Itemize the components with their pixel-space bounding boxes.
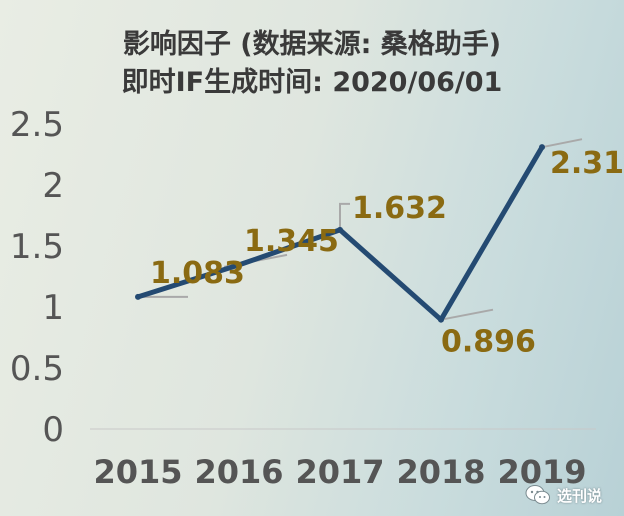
data-point	[135, 293, 141, 300]
label-leader-line	[541, 138, 583, 149]
label-leader-line	[440, 308, 494, 321]
chart-title: 影响因子 (数据来源: 桑格助手)	[122, 29, 502, 60]
x-tick-label: 2015	[93, 453, 182, 491]
label-leader-line	[339, 202, 350, 228]
x-tick-label: 2016	[194, 453, 283, 491]
y-axis-ticks: 0 0.5 1 1.5 2 2.5	[10, 105, 64, 450]
data-point	[438, 316, 444, 323]
watermark-text: 选刊说	[556, 486, 602, 505]
y-tick-label: 1.5	[10, 227, 64, 267]
y-tick-label: 0.5	[10, 349, 64, 389]
x-tick-label: 2018	[396, 453, 485, 491]
y-tick-label: 2.5	[10, 105, 64, 145]
series-line	[135, 144, 545, 323]
data-point	[236, 261, 242, 268]
data-label: 1.345	[244, 224, 339, 259]
x-axis-ticks: 2015 2016 2017 2018 2019	[93, 453, 586, 491]
wechat-icon	[525, 485, 550, 505]
data-label: 1.083	[150, 256, 245, 291]
x-tick-label: 2017	[295, 453, 384, 491]
x-tick-label: 2019	[497, 453, 586, 491]
y-tick-label: 1	[42, 288, 64, 328]
y-tick-label: 2	[42, 166, 64, 206]
label-leader-lines	[138, 138, 583, 321]
data-point	[539, 144, 545, 151]
watermark: 选刊说	[525, 484, 602, 506]
data-label: 0.896	[441, 325, 536, 360]
y-tick-label: 0	[42, 410, 64, 450]
data-point	[337, 226, 343, 233]
data-label: 1.632	[352, 191, 447, 226]
data-label: 2.31	[550, 146, 624, 181]
chart-subtitle: 即时IF生成时间: 2020/06/01	[121, 67, 503, 98]
data-points	[135, 144, 545, 323]
